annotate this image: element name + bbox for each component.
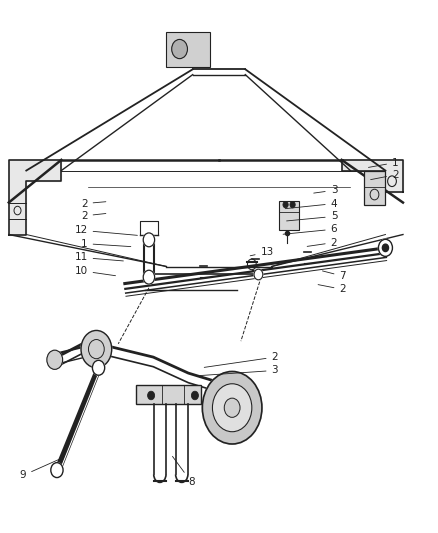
Polygon shape bbox=[342, 160, 403, 192]
Circle shape bbox=[143, 270, 155, 284]
Text: 2: 2 bbox=[81, 211, 106, 221]
Text: 11: 11 bbox=[74, 253, 124, 262]
Text: 2: 2 bbox=[371, 170, 399, 180]
Text: 3: 3 bbox=[200, 366, 278, 376]
Circle shape bbox=[378, 239, 392, 256]
Text: 2: 2 bbox=[204, 352, 278, 367]
Circle shape bbox=[81, 330, 112, 368]
Text: 12: 12 bbox=[74, 225, 138, 236]
Circle shape bbox=[283, 201, 288, 208]
Text: 5: 5 bbox=[286, 212, 337, 221]
Text: 10: 10 bbox=[74, 266, 116, 276]
Circle shape bbox=[290, 201, 295, 208]
Text: 7: 7 bbox=[322, 271, 346, 281]
Circle shape bbox=[254, 269, 263, 280]
Text: 4: 4 bbox=[285, 199, 337, 208]
FancyBboxPatch shape bbox=[364, 171, 385, 205]
Text: 2: 2 bbox=[318, 285, 346, 294]
Text: 1: 1 bbox=[368, 158, 399, 167]
FancyBboxPatch shape bbox=[279, 201, 299, 230]
Text: 2: 2 bbox=[81, 199, 106, 208]
FancyBboxPatch shape bbox=[136, 385, 201, 404]
Circle shape bbox=[47, 350, 63, 369]
Circle shape bbox=[172, 39, 187, 59]
Polygon shape bbox=[9, 160, 61, 235]
Circle shape bbox=[143, 233, 155, 247]
Circle shape bbox=[92, 360, 105, 375]
Circle shape bbox=[382, 244, 389, 252]
Circle shape bbox=[148, 391, 155, 400]
Text: 9: 9 bbox=[20, 459, 59, 480]
Circle shape bbox=[51, 463, 63, 478]
Text: 6: 6 bbox=[283, 224, 337, 234]
Text: 8: 8 bbox=[173, 456, 195, 487]
Circle shape bbox=[202, 372, 262, 444]
Circle shape bbox=[224, 398, 240, 417]
Text: 2: 2 bbox=[307, 238, 337, 247]
Circle shape bbox=[212, 384, 252, 432]
Text: 1: 1 bbox=[81, 239, 131, 248]
Text: 13: 13 bbox=[250, 247, 274, 257]
Text: 3: 3 bbox=[314, 185, 337, 195]
FancyBboxPatch shape bbox=[166, 32, 210, 67]
Circle shape bbox=[191, 391, 198, 400]
